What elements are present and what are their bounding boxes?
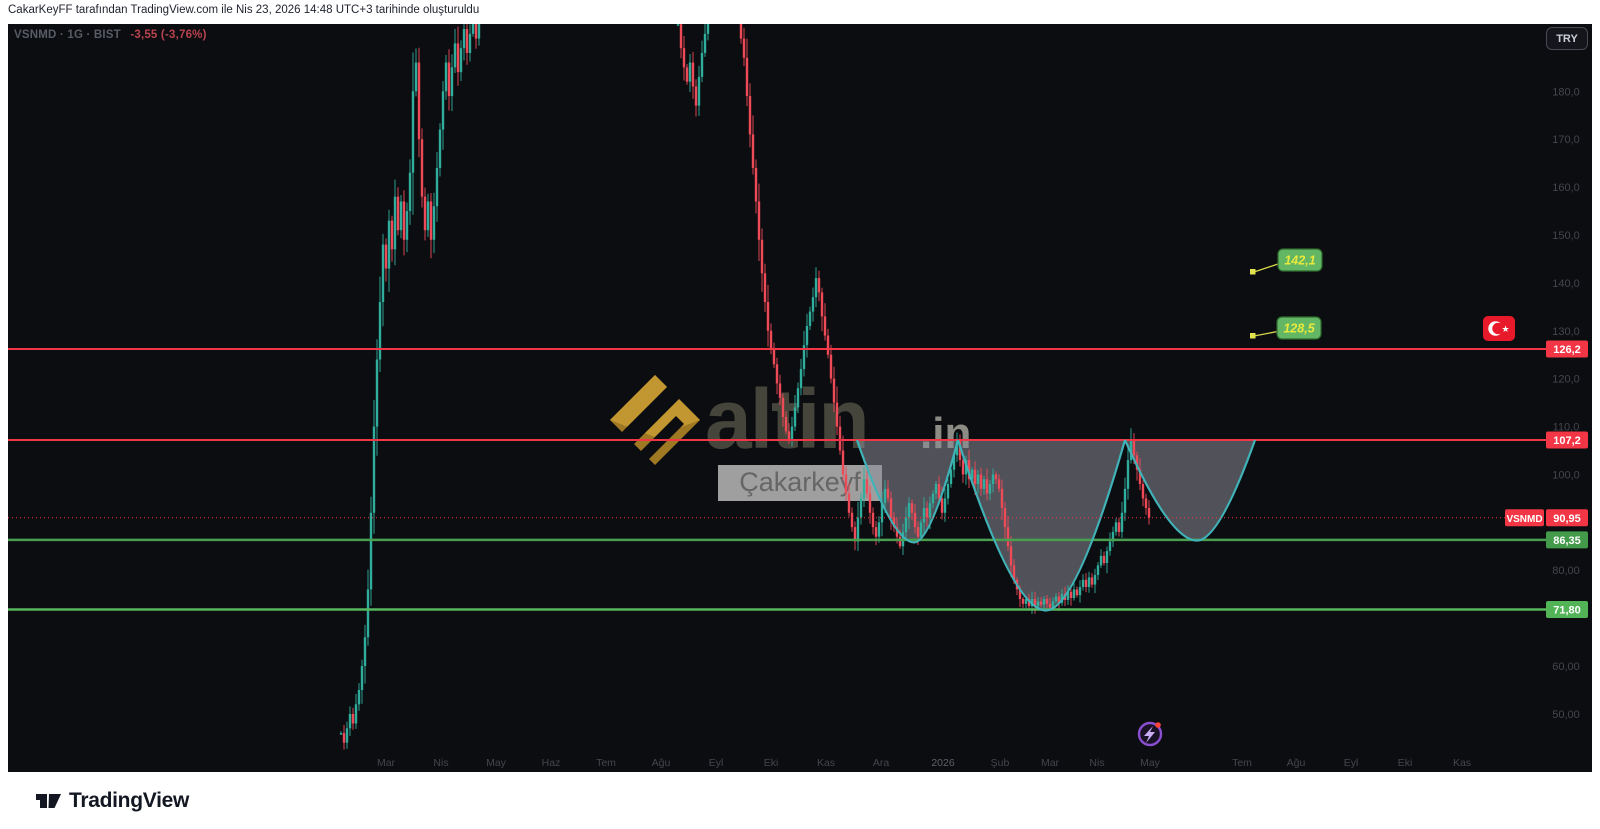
time-axis-tick: Eki <box>1398 757 1413 769</box>
time-axis-tick: Haz <box>542 757 561 769</box>
price-line-labels: 126,2 107,2 86,35 71,80 VSNMD 90,95 <box>1505 340 1588 619</box>
symbol-tag <box>1505 509 1544 527</box>
price-axis-tick: 110,0 <box>1553 422 1580 434</box>
price-axis-tick: 100,0 <box>1552 469 1580 481</box>
candlestick-series[interactable] <box>339 24 1151 750</box>
price-axis-tick: 150,0 <box>1552 230 1580 242</box>
price-axis[interactable]: 180,0 170,0 160,0 150,0 140,0 130,0 120,0 110,0… <box>1552 86 1580 721</box>
time-axis-tick: 2026 <box>931 757 955 769</box>
price-axis-tick: 170,0 <box>1552 134 1580 146</box>
symbol-title[interactable]: VSNMD · 1G · BIST <box>14 29 121 41</box>
price-axis-tick: 120,0 <box>1552 374 1580 386</box>
time-axis-tick: May <box>486 757 507 769</box>
svg-text:126,2: 126,2 <box>1553 344 1581 356</box>
time-axis-tick: Eyl <box>709 757 724 769</box>
footer-bar: TradingView <box>0 772 1600 829</box>
svg-text:107,2: 107,2 <box>1553 435 1581 447</box>
svg-text:90,95: 90,95 <box>1553 513 1581 525</box>
tradingview-logo-icon <box>36 794 61 808</box>
tradingview-wordmark: TradingView <box>69 788 190 812</box>
svg-text:71,80: 71,80 <box>1553 605 1581 617</box>
time-axis-tick: Şub <box>991 757 1010 769</box>
price-axis-tick: 180,0 <box>1552 86 1580 98</box>
price-axis-tick: 130,0 <box>1552 326 1580 338</box>
tradingview-logo[interactable]: TradingView <box>35 787 189 814</box>
price-axis-tick: 140,0 <box>1552 278 1580 290</box>
symbol-legend[interactable]: VSNMD · 1G · BIST -3,55 (-3,76%) <box>14 29 207 41</box>
price-change: -3,55 (-3,76%) <box>130 29 207 41</box>
time-axis-tick: Tem <box>1232 757 1252 769</box>
time-axis-tick: May <box>1140 757 1161 769</box>
callout-price: 128,5 <box>1283 322 1315 336</box>
cup-pattern-outline[interactable] <box>855 439 1257 612</box>
price-axis-tick: 50,00 <box>1552 709 1580 721</box>
time-axis-tick: Ağu <box>1287 757 1306 769</box>
time-axis-tick: Kas <box>817 757 835 769</box>
time-axis-tick: Nis <box>1089 757 1104 769</box>
time-axis[interactable]: Mar Nis May Haz Tem Ağu Eyl Eki Kas Ara 2026 Şub Mar… <box>377 757 1471 769</box>
price-axis-tick: 60,00 <box>1552 661 1580 673</box>
time-axis-tick: Ara <box>873 757 890 769</box>
turkish-flag-icon[interactable]: ★ <box>1483 316 1515 341</box>
lightning-bolt-icon[interactable] <box>1137 721 1163 747</box>
time-axis-tick: Ağu <box>652 757 671 769</box>
callout-price: 142,1 <box>1284 254 1315 268</box>
cup-pattern-fill[interactable] <box>857 439 1255 611</box>
price-target-callouts[interactable]: 142,1 128,5 <box>1250 248 1323 340</box>
time-axis-tick: Mar <box>1041 757 1060 769</box>
currency-toggle-button[interactable]: TRY <box>1546 27 1588 50</box>
time-axis-tick: Tem <box>596 757 616 769</box>
price-axis-tick: 160,0 <box>1552 182 1580 194</box>
time-axis-tick: Mar <box>377 757 396 769</box>
svg-text:VSNMD: VSNMD <box>1506 514 1542 525</box>
watermark-brand: altin <box>705 372 868 466</box>
attribution-text: CakarKeyFF tarafından TradingView.com il… <box>8 4 480 16</box>
time-axis-tick: Eyl <box>1344 757 1359 769</box>
watermark-username: Çakarkeyf <box>739 467 861 497</box>
time-axis-tick: Eki <box>764 757 779 769</box>
svg-text:★: ★ <box>1501 324 1509 334</box>
time-axis-tick: Nis <box>433 757 448 769</box>
price-axis-tick: 80,00 <box>1552 565 1580 577</box>
time-axis-tick: Kas <box>1453 757 1471 769</box>
svg-text:86,35: 86,35 <box>1553 535 1581 547</box>
horizontal-price-lines[interactable] <box>8 347 1546 611</box>
